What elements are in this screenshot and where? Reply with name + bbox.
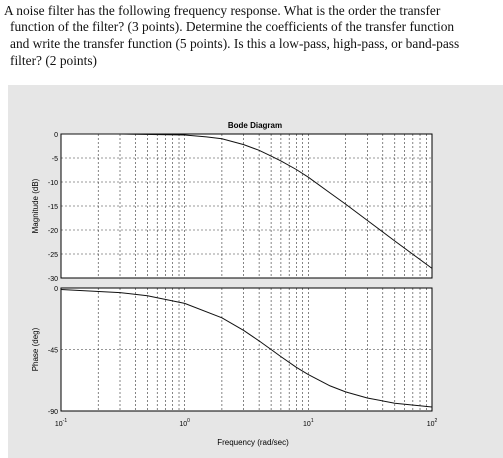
mag-ytick-label: -15 <box>48 204 58 211</box>
x-tick-label: 10-1 <box>55 418 67 428</box>
question-line-4: filter? (2 points) <box>10 53 98 68</box>
mag-ytick-label: -20 <box>48 228 58 235</box>
x-tick-label: 101 <box>303 418 314 428</box>
magnitude-ylabel: Magnitude (dB) <box>31 178 40 233</box>
ph-ytick-label: 0 <box>54 286 58 293</box>
phase-ylabel: Phase (deg) <box>31 327 40 371</box>
bode-figure: Bode Diagram 0 -5 -10 -15 -20 -25 -30 Magnitud… <box>8 85 503 458</box>
ph-ytick-label: -90 <box>48 409 58 416</box>
x-tick-labels: 10-1 100 101 102 <box>55 418 438 428</box>
chart-title: Bode Diagram <box>228 121 282 130</box>
chart-xlabel: Frequency (rad/sec) <box>217 438 289 447</box>
ph-ytick-label: -45 <box>48 348 58 355</box>
ph-axes-outline <box>60 287 433 412</box>
mag-ytick-label: -10 <box>48 180 58 187</box>
mag-ytick-label: -30 <box>48 276 58 283</box>
phase-y-ticks: 0 -45 -90 <box>48 286 58 416</box>
magnitude-series-line <box>61 133 433 269</box>
bode-chart-svg: Bode Diagram 0 -5 -10 -15 -20 -25 -30 Magnitud… <box>31 121 438 447</box>
question-line-2: function of the filter? (3 points). Dete… <box>10 19 455 34</box>
question-text: A noise filter has the following frequen… <box>0 0 503 80</box>
x-tick-label: 100 <box>179 418 190 428</box>
magnitude-grid <box>61 134 432 278</box>
magnitude-y-ticks: 0 -5 -10 -15 -20 -25 -30 <box>48 132 58 283</box>
mag-ytick-label: -5 <box>52 156 58 163</box>
mag-ytick-label: -25 <box>48 252 58 259</box>
phase-series-line <box>60 289 433 408</box>
mag-ytick-label: 0 <box>54 132 58 139</box>
question-line-3: and write the transfer function (5 point… <box>10 36 460 51</box>
x-tick-label: 102 <box>427 418 438 428</box>
question-line-1: A noise filter has the following frequen… <box>4 3 441 18</box>
mag-axes-outline <box>60 133 433 279</box>
